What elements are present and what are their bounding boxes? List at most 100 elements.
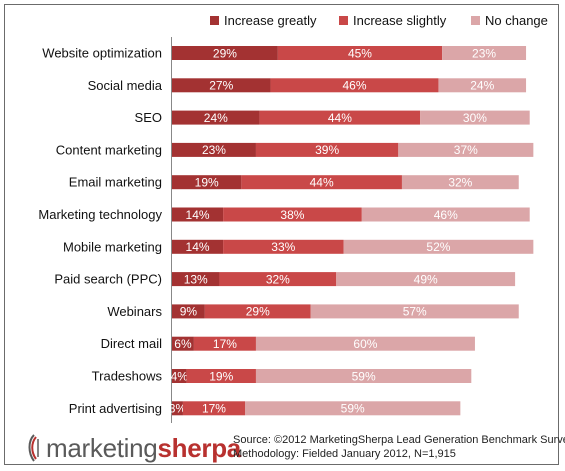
data-label: 49%	[414, 272, 438, 286]
bar-segment	[172, 175, 242, 190]
data-label: 29%	[246, 305, 270, 319]
data-label: 23%	[472, 46, 496, 60]
stacked-bar-chart: Increase greatly Increase slightly No chan…	[38, 13, 548, 423]
bar-segment	[310, 304, 519, 319]
legend-swatch	[210, 16, 219, 25]
bar-segment	[172, 239, 224, 254]
category-label: Tradeshows	[92, 369, 163, 384]
bar-segment	[223, 239, 344, 254]
data-label: 39%	[315, 143, 339, 157]
bar-segment	[223, 207, 362, 222]
bar-segment	[172, 142, 256, 157]
source-line: Source: ©2012 MarketingSherpa Lead Gener…	[233, 434, 565, 446]
bar-segment	[241, 175, 402, 190]
category-label: Print advertising	[69, 401, 162, 416]
data-label: 14%	[186, 240, 210, 254]
data-label: 32%	[448, 176, 472, 190]
data-label: 52%	[426, 240, 450, 254]
category-label: Content marketing	[56, 142, 162, 157]
bar-segment	[361, 207, 530, 222]
bar-segment	[401, 175, 519, 190]
methodology-line: Methodology: Fielded January 2012, N=1,9…	[233, 448, 456, 460]
bar-segment	[420, 110, 530, 125]
data-label: 4%	[171, 369, 189, 383]
bar-segment	[204, 304, 311, 319]
category-label: Website optimization	[42, 46, 162, 61]
data-label: 17%	[202, 402, 226, 416]
bar-segment	[245, 401, 461, 416]
bar-segment	[219, 272, 337, 287]
legend-swatch	[471, 16, 480, 25]
bar-segment	[255, 369, 472, 383]
data-label: 38%	[280, 208, 304, 222]
category-label: Email marketing	[69, 175, 162, 190]
bar-segment	[172, 78, 271, 93]
bar-segment	[172, 207, 224, 222]
bar-segment	[277, 46, 443, 60]
category-label: SEO	[135, 110, 162, 125]
category-label: Webinars	[107, 304, 162, 319]
bar-segment	[442, 46, 527, 60]
category-label: Social media	[88, 78, 163, 93]
data-label: 6%	[174, 337, 192, 351]
bar-segment	[182, 401, 245, 416]
data-label: 59%	[341, 402, 365, 416]
legend-swatch	[339, 16, 348, 25]
data-label: 14%	[186, 208, 210, 222]
data-label: 24%	[204, 111, 228, 125]
data-label: 19%	[195, 176, 219, 190]
bar-segment	[255, 336, 475, 351]
data-label: 27%	[209, 79, 233, 93]
data-label: 17%	[213, 337, 237, 351]
bar-segment	[343, 239, 534, 254]
chart-footer: marketing sherpa Source: ©2012 MarketingS…	[21, 430, 565, 470]
data-label: 46%	[434, 208, 458, 222]
data-label: 13%	[184, 272, 208, 286]
category-label: Paid search (PPC)	[54, 272, 162, 287]
bar-segment	[172, 46, 278, 60]
bar-segment	[172, 110, 260, 125]
data-label: 30%	[463, 111, 487, 125]
data-label: 60%	[353, 337, 377, 351]
data-label: 44%	[310, 176, 334, 190]
logo-text-marketing: marketing	[46, 432, 158, 463]
data-label: 57%	[403, 305, 427, 319]
category-label: Direct mail	[101, 336, 163, 351]
bar-segment	[398, 142, 534, 157]
data-label: 9%	[180, 305, 198, 319]
bar-segment	[186, 369, 256, 383]
bar-segment	[255, 142, 399, 157]
data-label: 19%	[209, 369, 233, 383]
bar-segment	[336, 272, 516, 287]
logo-mark-icon	[28, 434, 39, 462]
bar-segment	[172, 272, 220, 287]
data-label: 46%	[342, 79, 366, 93]
data-label: 37%	[454, 143, 478, 157]
data-label: 59%	[352, 369, 376, 383]
data-label: 33%	[271, 240, 295, 254]
bar-segment	[259, 110, 421, 125]
chart-frame: Increase greatly Increase slightly No chan…	[4, 4, 565, 465]
data-label: 29%	[213, 46, 237, 60]
bar-segment	[270, 78, 439, 93]
category-label: Marketing technology	[38, 207, 162, 222]
legend-label: No change	[485, 13, 548, 28]
bar-segment	[193, 336, 256, 351]
bar-segment	[172, 336, 194, 351]
data-label: 44%	[328, 111, 352, 125]
data-label: 23%	[202, 143, 226, 157]
logo-text-sherpa: sherpa	[157, 432, 241, 463]
data-label: 32%	[266, 272, 290, 286]
data-label: 3%	[169, 402, 187, 416]
marketingsherpa-logo: marketing sherpa	[25, 430, 241, 466]
legend-label: Increase slightly	[353, 13, 447, 28]
bar-segment	[438, 78, 527, 93]
source-note: Source: ©2012 MarketingSherpa Lead Gener…	[233, 433, 565, 461]
data-label: 45%	[348, 46, 372, 60]
bar-segment	[172, 401, 183, 416]
data-label: 24%	[470, 79, 494, 93]
bar-segment	[172, 369, 187, 383]
legend-label: Increase greatly	[224, 13, 317, 28]
category-label: Mobile marketing	[63, 239, 162, 254]
bar-segment	[172, 304, 205, 319]
